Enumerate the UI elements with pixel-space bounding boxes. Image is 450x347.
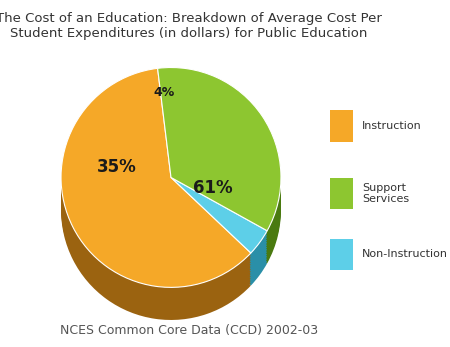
Wedge shape bbox=[171, 208, 267, 283]
FancyBboxPatch shape bbox=[330, 239, 353, 270]
Wedge shape bbox=[61, 92, 251, 311]
Wedge shape bbox=[171, 189, 267, 265]
Wedge shape bbox=[171, 210, 267, 286]
Wedge shape bbox=[171, 205, 267, 281]
Wedge shape bbox=[171, 187, 267, 262]
Wedge shape bbox=[158, 70, 281, 233]
Wedge shape bbox=[158, 88, 281, 252]
Text: 61%: 61% bbox=[193, 179, 232, 197]
Wedge shape bbox=[171, 180, 267, 255]
Wedge shape bbox=[158, 98, 281, 261]
Wedge shape bbox=[61, 101, 251, 320]
Wedge shape bbox=[171, 184, 267, 260]
Wedge shape bbox=[61, 68, 251, 287]
FancyBboxPatch shape bbox=[330, 178, 353, 209]
Text: The Cost of an Education: Breakdown of Average Cost Per
Student Expenditures (in: The Cost of an Education: Breakdown of A… bbox=[0, 12, 382, 40]
Wedge shape bbox=[158, 93, 281, 256]
Wedge shape bbox=[61, 75, 251, 294]
Wedge shape bbox=[158, 79, 281, 243]
Wedge shape bbox=[171, 196, 267, 272]
Text: NCES Common Core Data (CCD) 2002-03: NCES Common Core Data (CCD) 2002-03 bbox=[60, 324, 318, 337]
Text: Instruction: Instruction bbox=[362, 121, 422, 131]
Wedge shape bbox=[61, 82, 251, 301]
Wedge shape bbox=[61, 85, 251, 304]
Wedge shape bbox=[61, 78, 251, 297]
Wedge shape bbox=[61, 73, 251, 292]
Text: 35%: 35% bbox=[97, 158, 136, 176]
Wedge shape bbox=[61, 99, 251, 318]
Wedge shape bbox=[61, 89, 251, 308]
Wedge shape bbox=[158, 75, 281, 238]
Text: 4%: 4% bbox=[154, 86, 175, 99]
Text: Support
Services: Support Services bbox=[362, 183, 409, 204]
Wedge shape bbox=[158, 95, 281, 259]
Wedge shape bbox=[171, 198, 267, 274]
Wedge shape bbox=[171, 182, 267, 257]
Wedge shape bbox=[61, 96, 251, 315]
Wedge shape bbox=[171, 177, 267, 253]
Wedge shape bbox=[158, 72, 281, 235]
Wedge shape bbox=[61, 94, 251, 313]
Wedge shape bbox=[158, 82, 281, 245]
Wedge shape bbox=[171, 194, 267, 269]
Wedge shape bbox=[158, 86, 281, 249]
Wedge shape bbox=[171, 203, 267, 279]
Text: Non-Instruction: Non-Instruction bbox=[362, 249, 448, 259]
Wedge shape bbox=[61, 80, 251, 299]
Wedge shape bbox=[171, 192, 267, 267]
Wedge shape bbox=[158, 91, 281, 254]
Wedge shape bbox=[158, 84, 281, 247]
Wedge shape bbox=[61, 87, 251, 306]
FancyBboxPatch shape bbox=[330, 110, 353, 142]
Wedge shape bbox=[61, 71, 251, 290]
Wedge shape bbox=[158, 100, 281, 263]
Wedge shape bbox=[171, 201, 267, 276]
Wedge shape bbox=[158, 68, 281, 231]
Wedge shape bbox=[158, 77, 281, 240]
